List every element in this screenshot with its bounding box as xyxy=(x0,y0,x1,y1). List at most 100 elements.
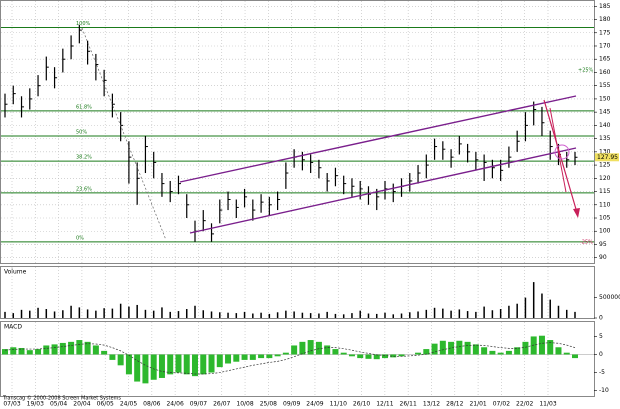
bar xyxy=(136,304,138,318)
bar xyxy=(219,312,221,318)
bar xyxy=(37,307,39,318)
y-tick-label: 90 xyxy=(599,254,607,261)
y-tick-label: 170 xyxy=(599,42,611,49)
bar xyxy=(285,310,287,318)
bar xyxy=(439,340,446,355)
bar xyxy=(109,354,116,360)
bar xyxy=(35,349,42,355)
x-tick-label: 21/01 xyxy=(469,401,486,408)
bar xyxy=(442,308,444,318)
y-tick-label: 95 xyxy=(599,241,607,248)
y-tick-label: 145 xyxy=(599,109,611,116)
bar xyxy=(45,309,48,318)
bar xyxy=(167,354,174,375)
bar xyxy=(103,308,105,318)
x-tick-label: 24/05 xyxy=(120,401,137,408)
bar xyxy=(472,344,479,355)
bar xyxy=(309,313,312,318)
bar xyxy=(326,311,328,318)
bar xyxy=(101,350,108,355)
lower-band-label: -25% xyxy=(580,240,593,246)
y-tick-label: 185 xyxy=(599,3,611,10)
bar xyxy=(26,350,33,355)
bar xyxy=(458,309,461,318)
x-tick-label: 22/02 xyxy=(516,401,533,408)
bar xyxy=(384,312,386,318)
bar xyxy=(499,309,502,318)
bar xyxy=(497,352,504,355)
bar xyxy=(68,341,75,355)
y-tick-label: -5 xyxy=(599,369,605,376)
bar xyxy=(12,313,15,318)
arrow-head xyxy=(573,208,580,218)
x-tick-label: 25/08 xyxy=(260,401,277,408)
x-tick-label: 06/05 xyxy=(97,401,114,408)
bar xyxy=(423,349,430,355)
y-tick-label: -10 xyxy=(599,387,609,394)
bar xyxy=(51,344,58,355)
bar xyxy=(4,311,6,318)
bar xyxy=(95,310,97,318)
bar xyxy=(565,309,568,318)
bar xyxy=(400,313,403,318)
bar xyxy=(210,311,213,318)
signal-line xyxy=(4,342,576,375)
bar xyxy=(258,354,265,359)
bar xyxy=(84,341,91,355)
bar xyxy=(10,347,17,355)
y-tick-label: 110 xyxy=(599,201,611,208)
drawings xyxy=(81,27,580,241)
channel-lower xyxy=(189,147,577,234)
x-tick-label: 24/09 xyxy=(306,401,323,408)
x-tick-label: 24/06 xyxy=(166,401,183,408)
bar xyxy=(549,299,551,318)
volume-panel xyxy=(0,266,595,319)
bar xyxy=(475,311,477,318)
y-tick-label: 160 xyxy=(599,69,611,76)
bar xyxy=(390,354,397,358)
macd-title: MACD xyxy=(4,324,22,331)
bar xyxy=(524,297,527,318)
bar xyxy=(555,347,562,355)
bar xyxy=(185,309,188,318)
bar xyxy=(142,354,149,384)
bar xyxy=(260,312,262,318)
bar xyxy=(431,343,438,355)
bar xyxy=(274,354,281,357)
bar xyxy=(340,352,347,355)
bar xyxy=(208,354,215,373)
x-tick-label: 28/12 xyxy=(446,401,463,408)
bar xyxy=(538,335,545,355)
bar xyxy=(357,354,364,359)
bar xyxy=(225,354,232,364)
bar xyxy=(466,311,469,318)
y-tick-label: 120 xyxy=(599,175,611,182)
y-tick-label: 115 xyxy=(599,188,611,195)
bar xyxy=(291,345,298,355)
bar xyxy=(505,350,512,355)
bar xyxy=(563,352,570,355)
y-tick-label: 135 xyxy=(599,135,611,142)
bar xyxy=(409,312,411,318)
bar xyxy=(233,354,240,362)
y-tick-label: 0 xyxy=(599,315,603,322)
bar xyxy=(268,313,271,318)
bar xyxy=(481,347,488,355)
bar xyxy=(29,310,31,318)
bar xyxy=(293,311,295,318)
bar xyxy=(514,347,521,355)
last-price-box xyxy=(595,153,619,162)
bar xyxy=(59,342,66,355)
bar xyxy=(516,303,518,318)
bar xyxy=(62,310,64,318)
bar xyxy=(161,307,163,318)
y-tick-label: 165 xyxy=(599,56,611,63)
bar xyxy=(334,313,337,318)
bar xyxy=(541,293,543,318)
bar xyxy=(547,340,554,355)
x-tick-label: 05/04 xyxy=(50,401,67,408)
y-tick-label: 100 xyxy=(599,228,611,235)
fib-label: 100% xyxy=(76,21,91,27)
bar xyxy=(177,311,180,318)
x-tick-label: 10/08 xyxy=(236,401,253,408)
